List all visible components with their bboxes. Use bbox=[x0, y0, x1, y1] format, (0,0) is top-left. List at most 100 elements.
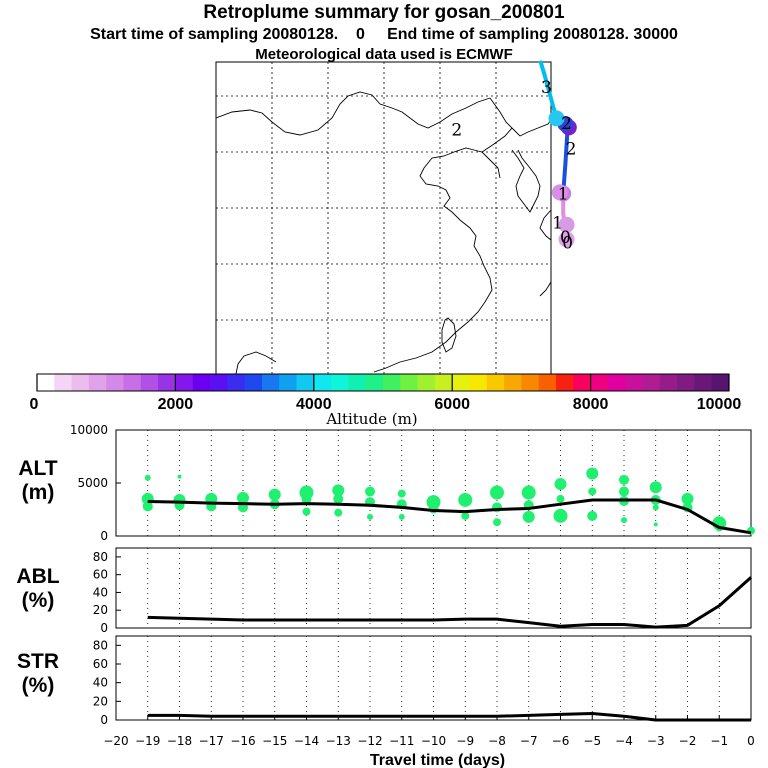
x-axis-label: Travel time (days) bbox=[370, 752, 505, 768]
colorbar-swatch bbox=[504, 374, 522, 391]
altitude-cluster-dot bbox=[522, 510, 535, 523]
colorbar-swatch bbox=[348, 374, 367, 391]
x-tick-label: 0 bbox=[747, 734, 755, 748]
colorbar-swatch bbox=[417, 374, 436, 391]
colorbar-swatch bbox=[192, 374, 211, 391]
meteorological-source: Meteorological data used is ECMWF bbox=[255, 46, 513, 63]
y-tick-label: 0 bbox=[100, 621, 108, 635]
x-tick-label: −13 bbox=[326, 734, 351, 748]
map-frame bbox=[215, 61, 552, 375]
colorbar-swatch bbox=[521, 374, 540, 391]
altitude-cluster-dot bbox=[621, 517, 627, 524]
y-tick-label: 80 bbox=[93, 638, 108, 652]
colorbar-swatch bbox=[625, 374, 643, 391]
altitude-colorbar bbox=[36, 373, 730, 392]
colorbar-swatch bbox=[365, 374, 384, 391]
y-tick-label: 5000 bbox=[77, 476, 108, 490]
colorbar-swatch bbox=[642, 374, 661, 391]
trajectory-day-label: 3 bbox=[541, 78, 552, 98]
x-tick-label: −5 bbox=[583, 734, 601, 748]
colorbar-tick-labels: 0 2000 4000 6000 8000 10000 bbox=[30, 374, 741, 413]
trajectory-day-label: 0 bbox=[560, 228, 571, 248]
altitude-cluster-dot bbox=[237, 491, 249, 504]
colorbar-swatch bbox=[313, 374, 332, 391]
altitude-cluster-dot bbox=[553, 508, 568, 523]
colorbar-label: Altitude (m) bbox=[325, 410, 417, 428]
colorbar-swatch bbox=[37, 374, 55, 391]
alt-label-line2: (m) bbox=[21, 481, 55, 504]
altitude-cluster-dot bbox=[397, 489, 406, 498]
y-tick-label: 40 bbox=[93, 585, 108, 599]
altitude-cluster-dot bbox=[493, 518, 501, 527]
altitude-cluster-dot bbox=[398, 513, 405, 520]
altitude-cluster-dot bbox=[367, 513, 373, 520]
colorbar-swatch bbox=[400, 374, 419, 391]
trajectory-day-label: 2 bbox=[566, 140, 577, 160]
x-tick-label: −1 bbox=[710, 734, 728, 748]
japan-coast bbox=[539, 209, 551, 297]
altitude-cluster-dot bbox=[458, 492, 473, 507]
colorbar-swatch bbox=[54, 374, 73, 391]
colorbar-swatch bbox=[71, 374, 90, 391]
x-tick-label: −10 bbox=[421, 734, 446, 748]
colorbar-tick-label: 4000 bbox=[296, 396, 332, 413]
colorbar-swatch bbox=[140, 374, 159, 391]
colorbar-swatch bbox=[659, 374, 678, 391]
colorbar-swatch bbox=[590, 374, 609, 391]
colorbar-swatch bbox=[331, 374, 349, 391]
trajectory-day-label: 0 bbox=[562, 234, 573, 254]
altitude-cluster-dot bbox=[333, 493, 344, 504]
y-tick-label: 60 bbox=[93, 657, 108, 671]
y-tick-label: 80 bbox=[93, 550, 108, 564]
x-tick-label: −16 bbox=[230, 734, 255, 748]
x-tick-label: −15 bbox=[262, 734, 287, 748]
altitude-cluster-dot bbox=[588, 487, 597, 496]
series-line bbox=[147, 711, 751, 722]
panel-frame bbox=[115, 635, 752, 721]
colorbar-swatch bbox=[469, 374, 488, 391]
x-tick-label: −3 bbox=[647, 734, 665, 748]
str-label-line1: STR bbox=[17, 650, 59, 673]
altitude-cluster-dot bbox=[268, 488, 281, 501]
colorbar-swatch bbox=[383, 374, 401, 391]
x-tick-label: −8 bbox=[488, 734, 506, 748]
alt-label-line1: ALT bbox=[18, 457, 58, 480]
x-tick-label: −19 bbox=[135, 734, 160, 748]
trajectory-day-label: 2 bbox=[561, 114, 572, 134]
trajectory-day-label: 1 bbox=[552, 214, 563, 234]
altitude-cluster-dot bbox=[490, 485, 504, 500]
y-tick-label: 0 bbox=[100, 529, 108, 543]
colorbar-swatch bbox=[210, 374, 228, 391]
x-tick-label: −14 bbox=[294, 734, 319, 748]
altitude-cluster-dot bbox=[461, 511, 470, 520]
colorbar-tick-label: 2000 bbox=[158, 396, 194, 413]
map-graticule bbox=[216, 62, 551, 374]
altitude-cluster-dot bbox=[556, 494, 565, 503]
altitude-cluster-dot bbox=[619, 486, 629, 497]
x-tick-label: −17 bbox=[199, 734, 224, 748]
abl-label-line1: ABL bbox=[16, 565, 60, 588]
abl-panel-label: ABL (%) bbox=[8, 565, 68, 613]
panel-alt: 0 5000 10000 bbox=[70, 423, 755, 543]
trajectory-layer bbox=[538, 60, 577, 248]
colorbar-swatch bbox=[88, 374, 107, 391]
altitude-cluster-dot bbox=[649, 481, 662, 494]
altitude-cluster-dot bbox=[586, 467, 599, 480]
trajectory-marker bbox=[548, 110, 565, 127]
abl-label-line2: (%) bbox=[21, 589, 55, 612]
trajectory-day-label: 1 bbox=[558, 184, 569, 204]
mongolia-border bbox=[216, 91, 491, 136]
panel-abl: 0 20 40 60 80 bbox=[93, 547, 753, 635]
altitude-cluster-dot bbox=[332, 484, 345, 497]
series-line bbox=[147, 498, 752, 535]
north-china-coast bbox=[373, 97, 513, 373]
x-tick-label: −4 bbox=[615, 734, 633, 748]
sampling-period: Start time of sampling 20080128. 0 End t… bbox=[90, 26, 678, 43]
trajectory-marker bbox=[558, 216, 575, 233]
altitude-cluster-dot bbox=[365, 486, 375, 497]
colorbar-swatch bbox=[434, 374, 453, 391]
colorbar-swatch bbox=[711, 374, 730, 391]
